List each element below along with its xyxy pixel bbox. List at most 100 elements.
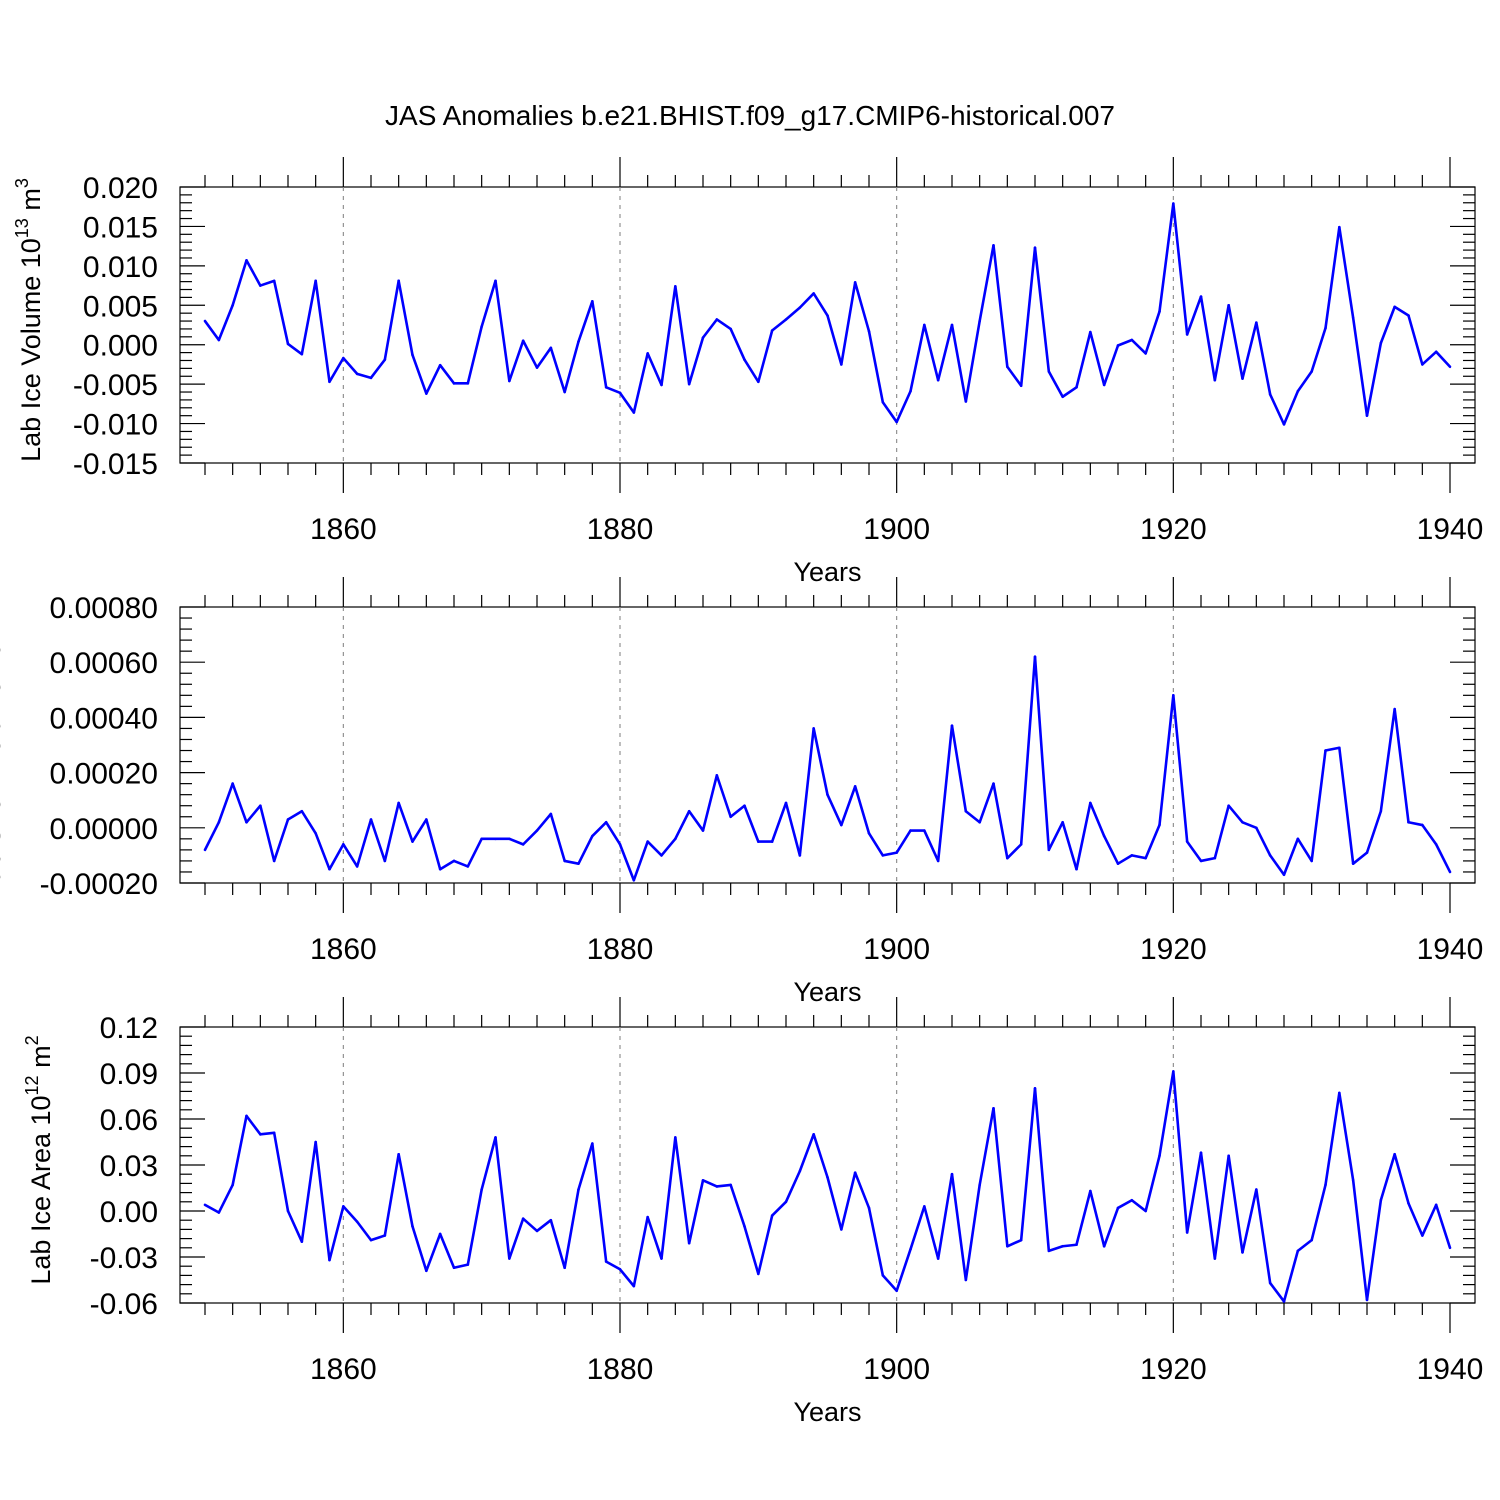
series-segment: [674, 809, 691, 841]
series-segment: [397, 279, 414, 357]
series-segment: [549, 812, 566, 863]
series-segment: [604, 1260, 622, 1271]
y-tick-label: 0.00: [100, 1196, 158, 1229]
series-segment: [383, 279, 400, 361]
series-segment: [217, 782, 234, 824]
series-segment: [660, 837, 677, 857]
series-segment: [1019, 246, 1037, 388]
series-segment: [1144, 310, 1161, 355]
series-segment: [1158, 202, 1175, 313]
series-segment: [1227, 303, 1244, 380]
series-segment: [1033, 1087, 1051, 1253]
series-segment: [992, 1106, 1009, 1248]
series-segment: [1006, 1238, 1023, 1248]
figure-title: JAS Anomalies b.e21.BHIST.f09_g17.CMIP6-…: [385, 100, 1115, 131]
series-segment: [231, 782, 248, 824]
x-tick-label: 1940: [1417, 933, 1484, 966]
y-title-space: [16, 211, 46, 219]
y-tick-label: 0.00020: [50, 758, 158, 791]
series-segment: [618, 1267, 636, 1288]
series-segment: [508, 1217, 525, 1260]
series-segment: [521, 339, 539, 369]
series-segment: [812, 292, 829, 317]
series-segment: [300, 279, 317, 356]
series-segment: [715, 318, 732, 331]
series-segment: [369, 358, 387, 380]
series-segment: [701, 1179, 719, 1188]
series-segment: [729, 1183, 746, 1228]
series-segment: [259, 279, 276, 287]
y-tick-label: 0.03: [100, 1150, 158, 1183]
series-segment: [425, 818, 442, 871]
y-tick-label: 0.020: [83, 172, 158, 205]
series-segment: [646, 352, 663, 387]
series-segment: [203, 319, 221, 342]
series-segment: [936, 724, 954, 863]
y-tick-label: -0.00020: [40, 868, 158, 901]
y-tick-label: 0.005: [83, 290, 158, 323]
series-segment: [632, 1215, 649, 1288]
series-segment: [950, 323, 968, 403]
y-title-superscript: 13: [12, 218, 32, 238]
series-segment: [1268, 393, 1286, 426]
series-segment: [203, 1203, 221, 1214]
series-segment: [895, 389, 912, 424]
series-segment: [342, 1205, 359, 1224]
y-title-superscript: 2: [22, 1035, 42, 1045]
series-segment: [1075, 1189, 1092, 1247]
y-title-text: m: [16, 188, 46, 211]
x-axis-title: Years: [793, 977, 861, 1007]
series-segment: [1185, 1151, 1203, 1234]
series-segment: [300, 1140, 317, 1243]
series-segment: [1268, 1281, 1286, 1303]
series-segment: [1379, 707, 1396, 813]
series-segment: [840, 785, 857, 827]
series-segment: [1006, 365, 1023, 388]
series-segment: [784, 306, 802, 321]
series-segment: [1116, 854, 1134, 865]
series-segment: [1268, 854, 1286, 877]
series-segment: [1130, 1198, 1147, 1213]
series-segment: [895, 1248, 912, 1293]
series-segment: [881, 851, 898, 857]
y-title-text: Lab Ice Volume 10: [16, 238, 46, 462]
series-segment: [1379, 305, 1396, 345]
series-segment: [245, 259, 262, 287]
y-axis-title: Lab Ice Volume 1013 m3: [12, 178, 46, 462]
series-segment: [245, 1114, 262, 1136]
series-segment: [1006, 843, 1023, 860]
series-segment: [1421, 350, 1438, 366]
series-segment: [1434, 1203, 1452, 1250]
series-segment: [660, 1136, 677, 1260]
series-segment: [1310, 326, 1327, 373]
series-segment: [757, 329, 774, 384]
series-segment: [1047, 370, 1064, 399]
series-segment: [798, 292, 815, 309]
series-segment: [674, 1136, 691, 1245]
series-segment: [1365, 809, 1383, 854]
series-segment: [328, 1205, 345, 1262]
series-segment: [1296, 370, 1313, 393]
series-segment: [397, 1152, 414, 1228]
x-tick-label: 1900: [863, 933, 930, 966]
series-segment: [604, 820, 622, 846]
series-segment: [743, 1225, 760, 1276]
series-segment: [1130, 338, 1147, 355]
series-segment: [494, 279, 511, 383]
series-segment: [715, 1183, 732, 1188]
series-segment: [784, 1169, 802, 1204]
series-segment: [231, 259, 248, 307]
series-segment: [674, 285, 691, 386]
series-segment: [1075, 330, 1092, 389]
series-segment: [272, 1131, 290, 1213]
series-segment: [1061, 820, 1078, 871]
series-segment: [1393, 305, 1410, 317]
series-segment: [535, 346, 553, 369]
series-segment: [867, 832, 885, 857]
series-segment: [1227, 804, 1244, 824]
series-segment: [1061, 385, 1078, 399]
series-segment: [826, 793, 843, 827]
series-segment: [1434, 843, 1452, 874]
series-segment: [1102, 1206, 1120, 1248]
